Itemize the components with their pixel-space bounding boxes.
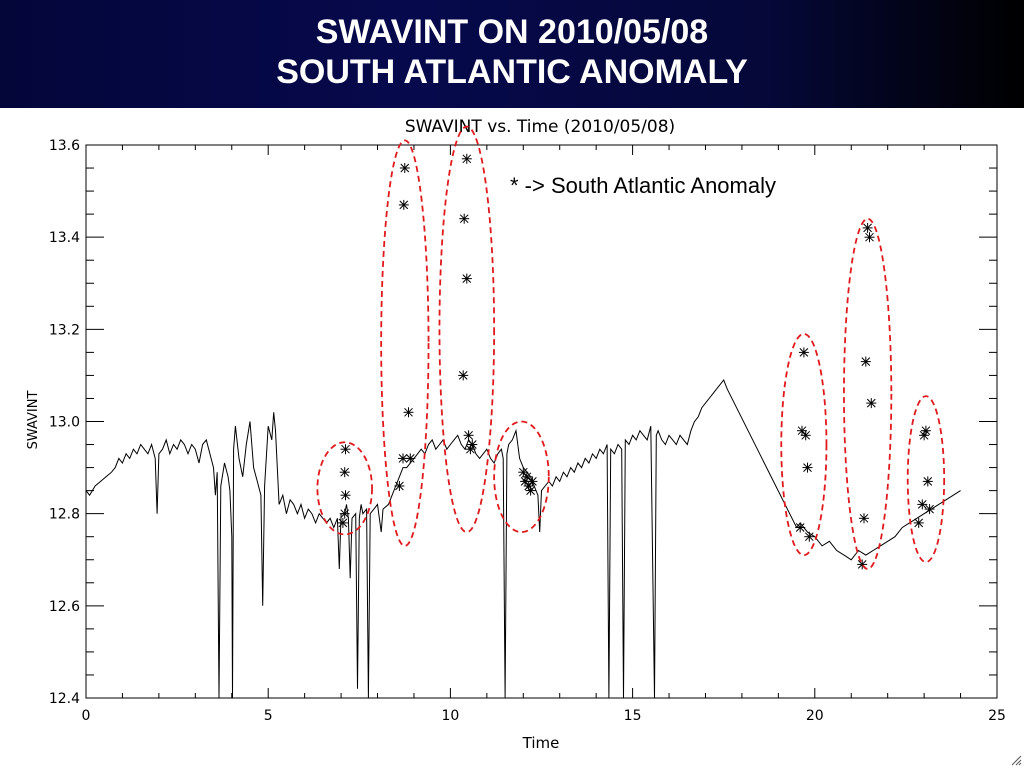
- x-tick-label: 10: [441, 708, 459, 724]
- saa-ellipse: [493, 420, 550, 533]
- saa-asterisk-marker: [463, 430, 474, 441]
- saa-ellipse: [780, 333, 828, 557]
- x-tick-label: 25: [988, 708, 1006, 724]
- saa-asterisk-marker: [798, 347, 809, 358]
- saa-asterisk-marker: [340, 444, 351, 455]
- title-line-2: SOUTH ATLANTIC ANOMALY: [276, 53, 748, 91]
- saa-ellipses: [316, 125, 946, 570]
- y-tick-label: 12.8: [49, 507, 80, 523]
- title-line-1: SWAVINT ON 2010/05/08: [315, 13, 709, 51]
- saa-asterisk-marker: [403, 407, 414, 418]
- saa-asterisk-marker: [527, 476, 538, 487]
- annotation-text: * -> South Atlantic Anomaly: [510, 173, 776, 198]
- y-tick-label: 12.6: [49, 599, 80, 615]
- saa-asterisk-marker: [398, 453, 408, 464]
- resize-grip-icon[interactable]: [1008, 752, 1022, 766]
- saa-asterisk-marker: [802, 462, 813, 473]
- saa-asterisk-marker: [394, 481, 405, 491]
- saa-ellipse: [843, 217, 893, 570]
- x-axis-label: Time: [522, 734, 560, 752]
- plot-frame: [85, 144, 998, 699]
- saa-asterisk-marker: [800, 430, 811, 441]
- saa-asterisk-marker: [859, 513, 869, 524]
- saa-asterisk-marker: [339, 467, 350, 478]
- saa-asterisk-marker: [518, 467, 529, 478]
- saa-asterisk-marker: [860, 356, 871, 367]
- series-line-0: [86, 379, 961, 698]
- saa-asterisk-marker: [917, 499, 928, 510]
- saa-asterisk-marker: [862, 222, 873, 233]
- saa-asterisk-marker: [398, 199, 409, 210]
- saa-asterisk-marker: [866, 398, 877, 409]
- chart-title: SWAVINT vs. Time (2010/05/08): [405, 117, 675, 137]
- saa-asterisk-marker: [797, 425, 807, 436]
- saa-asterisk-marker: [465, 444, 476, 455]
- saa-ellipse: [380, 139, 430, 547]
- x-tick-label: 0: [82, 708, 91, 724]
- y-tick-label: 13.6: [49, 138, 80, 154]
- saa-asterisk-marker: [340, 490, 351, 501]
- saa-asterisk-marker: [924, 504, 935, 515]
- saa-asterisk-marker: [405, 453, 416, 464]
- saa-asterisk-marker: [864, 232, 875, 243]
- x-tick-label: 20: [806, 708, 824, 724]
- title-banner: SWAVINT ON 2010/05/08 SOUTH ATLANTIC ANO…: [0, 0, 1024, 108]
- swavint-chart: SWAVINT vs. Time (2010/05/08) 0 5 10 15 20 25…: [26, 117, 1006, 752]
- y-tick-label: 12.4: [49, 691, 80, 707]
- saa-ellipse: [316, 441, 373, 536]
- saa-ellipse: [906, 395, 946, 563]
- x-tick-label: 15: [624, 708, 642, 724]
- y-tick-label: 13.0: [49, 415, 80, 431]
- saa-asterisk-marker: [461, 273, 472, 284]
- saa-ellipse: [438, 125, 496, 533]
- y-axis-label: SWAVINT: [26, 391, 41, 450]
- saa-asterisk-marker: [525, 485, 536, 496]
- saa-asterisk-marker: [922, 476, 933, 487]
- x-tick-label: 5: [264, 708, 273, 724]
- saa-asterisk-marker: [339, 508, 350, 519]
- saa-asterisk-marker: [399, 163, 410, 173]
- saa-asterisk-marker: [795, 522, 806, 533]
- y-tick-label: 13.2: [49, 322, 80, 338]
- saa-asterisk-marker: [804, 531, 815, 542]
- saa-asterisk-marker: [459, 213, 470, 224]
- saa-asterisk-marker: [913, 517, 924, 528]
- saa-asterisk-marker: [920, 425, 931, 436]
- saa-asterisk-marker: [467, 439, 478, 450]
- saa-asterisk-marker: [461, 153, 472, 164]
- data-line: [86, 379, 961, 698]
- axes: 0 5 10 15 20 25 12.4 12.6 12.8 13.0 13.2 13.4 13.6: [49, 138, 1006, 724]
- saa-asterisk-marker: [458, 370, 469, 381]
- saa-asterisk-marker: [337, 517, 348, 528]
- y-tick-label: 13.4: [49, 230, 80, 246]
- saa-markers: [337, 153, 935, 570]
- saa-asterisk-marker: [521, 471, 532, 482]
